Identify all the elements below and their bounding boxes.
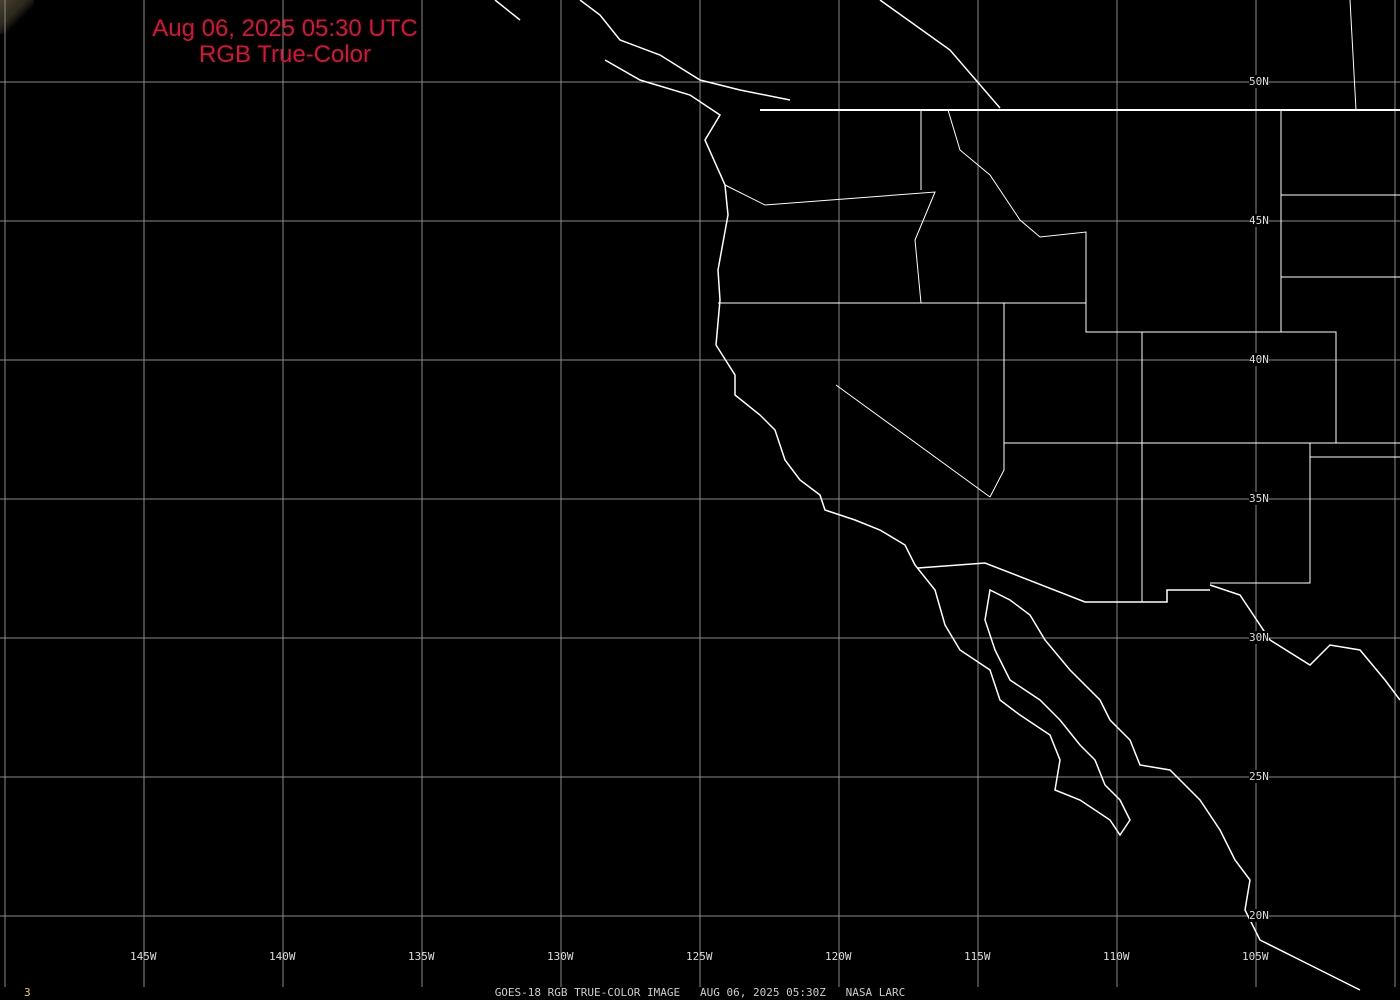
latitude-label: 25N bbox=[1249, 770, 1269, 783]
longitude-label: 125W bbox=[686, 950, 713, 963]
title-product: RGB True-Color bbox=[198, 41, 372, 68]
state-borders bbox=[718, 0, 1400, 603]
longitude-label: 145W bbox=[130, 950, 157, 963]
longitude-label: 140W bbox=[269, 950, 296, 963]
footer-caption: GOES-18 RGB TRUE-COLOR IMAGE AUG 06, 202… bbox=[494, 986, 906, 999]
longitude-label: 110W bbox=[1103, 950, 1130, 963]
cloud-imagery-corner bbox=[0, 0, 34, 34]
frame-number: 3 bbox=[24, 986, 31, 999]
longitude-label: 115W bbox=[964, 950, 991, 963]
mexico-mainland-coast bbox=[1209, 584, 1400, 701]
latitude-label: 40N bbox=[1249, 353, 1269, 366]
longitude-label: 105W bbox=[1242, 950, 1269, 963]
latitude-label: 50N bbox=[1249, 75, 1269, 88]
longitude-label: 130W bbox=[547, 950, 574, 963]
pacific-coastline bbox=[604, 59, 1361, 991]
latitude-label: 45N bbox=[1249, 214, 1269, 227]
us-mexico-border bbox=[917, 562, 1210, 603]
latitude-label: 35N bbox=[1249, 492, 1269, 505]
latitude-label: 30N bbox=[1249, 631, 1269, 644]
longitude-label: 135W bbox=[408, 950, 435, 963]
longitude-label: 120W bbox=[825, 950, 852, 963]
bc-coast bbox=[494, 0, 1001, 109]
coastlines bbox=[494, 0, 1400, 991]
title-datetime: Aug 06, 2025 05:30 UTC bbox=[152, 15, 418, 42]
latitude-label: 20N bbox=[1249, 909, 1269, 922]
